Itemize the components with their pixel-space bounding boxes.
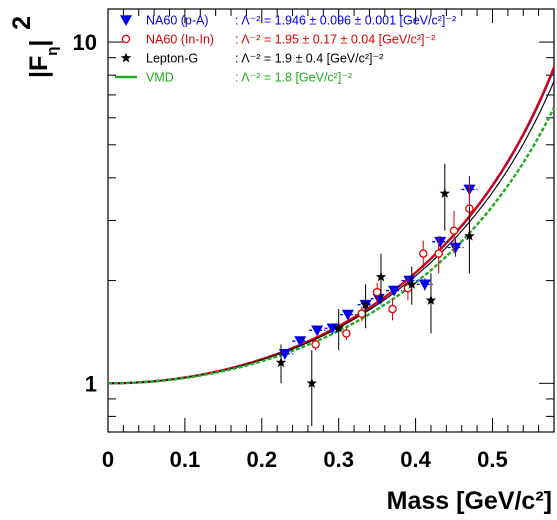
point-lg xyxy=(375,271,387,282)
point-lg xyxy=(439,187,451,198)
y-axis-title-sup: 2 xyxy=(8,16,36,30)
legend-marker-np xyxy=(120,15,132,26)
curve-np xyxy=(107,67,556,385)
curve-vm xyxy=(107,107,556,385)
point-lg xyxy=(333,322,344,333)
point-lg xyxy=(360,299,371,310)
point-ni xyxy=(388,304,397,314)
point-np xyxy=(449,242,462,254)
point-np xyxy=(326,323,339,335)
x-tick-label: 0.2 xyxy=(246,447,277,472)
point-ni xyxy=(357,309,367,318)
point-ni xyxy=(372,287,382,297)
y-tick-label: 10 xyxy=(73,30,97,55)
point-lg xyxy=(406,278,417,289)
x-tick-label: 0.1 xyxy=(170,447,201,472)
y-axis-title-tail: | xyxy=(25,40,53,47)
point-lg xyxy=(275,357,287,368)
legend-value-lg: : Λ⁻² = 1.9 ± 0.4 [GeV/c²]⁻² xyxy=(235,52,383,66)
y-axis-title-sub: η xyxy=(44,47,61,56)
legend-label-lg: Lepton-G xyxy=(146,52,198,66)
point-np xyxy=(294,336,307,348)
legend-marker-ni xyxy=(121,34,131,44)
x-tick-label: 0.5 xyxy=(477,447,508,472)
legend-marker-lg xyxy=(120,52,132,63)
x-tick-label: 0 xyxy=(102,447,114,472)
legend-label-ni: NA60 (In-In) xyxy=(146,33,214,47)
point-ni xyxy=(434,249,443,258)
point-np xyxy=(434,236,447,248)
x-axis-title: Mass [GeV/c²] xyxy=(387,487,552,515)
point-np xyxy=(341,309,354,321)
y-tick-label: 1 xyxy=(85,371,97,396)
point-np xyxy=(278,349,291,360)
point-np xyxy=(388,285,401,297)
point-np xyxy=(418,279,431,291)
legend-value-vm: : Λ⁻² = 1.8 [GeV/c²]⁻² xyxy=(235,71,352,85)
legend-label-np: NA60 (p-A) xyxy=(146,14,209,28)
point-ni xyxy=(311,340,320,349)
y-axis: 1 10 xyxy=(73,30,554,417)
fit-curves xyxy=(107,66,556,385)
point-lg xyxy=(306,377,318,388)
x-tick-label: 0.4 xyxy=(400,447,431,472)
legend: NA60 (p-A) : Λ⁻² = 1.946 ± 0.096 ± 0.001 … xyxy=(115,14,456,85)
point-np xyxy=(311,325,324,337)
point-ni xyxy=(419,249,428,258)
curve-lg xyxy=(107,80,555,384)
data-points xyxy=(275,163,478,426)
x-axis: 0 0.1 0.2 0.3 0.4 0.5 xyxy=(102,9,555,472)
y-axis-title: |Fη| 2 xyxy=(8,16,61,78)
point-lg xyxy=(425,294,437,305)
point-ni xyxy=(449,226,459,235)
point-ni xyxy=(342,329,351,338)
svg-text:|Fη|: |Fη| xyxy=(25,40,61,78)
x-tick-label: 0.3 xyxy=(323,447,354,472)
point-np xyxy=(372,293,385,305)
point-lg xyxy=(464,230,475,241)
legend-value-ni: : Λ⁻² = 1.95 ± 0.17 ± 0.04 [GeV/c²]⁻² xyxy=(235,33,435,47)
legend-value-np: : Λ⁻² = 1.946 ± 0.096 ± 0.001 [GeV/c²]⁻² xyxy=(235,14,456,28)
point-np xyxy=(403,275,416,287)
legend-label-vm: VMD xyxy=(146,71,174,85)
y-axis-title-main: |F xyxy=(25,56,53,78)
